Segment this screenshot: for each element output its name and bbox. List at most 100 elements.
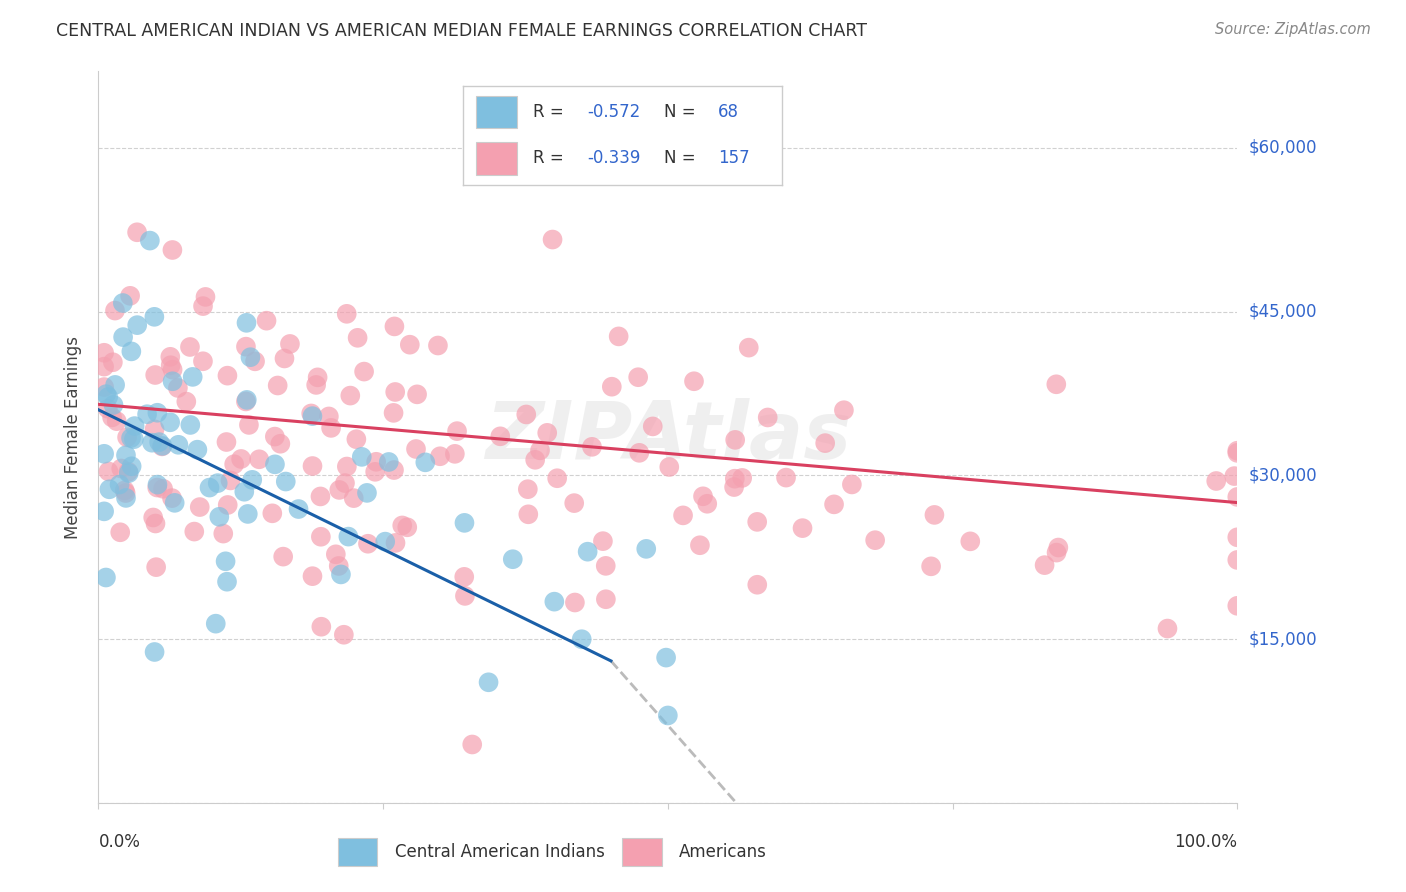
- Point: [274, 475, 297, 489]
- Point: [446, 424, 468, 438]
- Point: [120, 431, 142, 445]
- Point: [696, 497, 718, 511]
- Point: [536, 425, 558, 440]
- Point: [93, 504, 115, 518]
- Point: [924, 508, 946, 522]
- Point: [181, 370, 204, 384]
- Point: [240, 473, 263, 487]
- Point: [188, 500, 211, 514]
- Point: [93, 345, 115, 359]
- Point: [94, 570, 117, 584]
- Point: [146, 406, 169, 420]
- Point: [1045, 546, 1067, 560]
- Point: [124, 419, 146, 434]
- Point: [146, 481, 169, 495]
- Text: CENTRAL AMERICAN INDIAN VS AMERICAN MEDIAN FEMALE EARNINGS CORRELATION CHART: CENTRAL AMERICAN INDIAN VS AMERICAN MEDI…: [56, 22, 868, 40]
- Point: [515, 408, 537, 422]
- Point: [356, 486, 378, 500]
- Point: [143, 310, 166, 324]
- Point: [307, 370, 329, 384]
- Point: [198, 481, 221, 495]
- Point: [122, 432, 145, 446]
- Point: [562, 496, 585, 510]
- Point: [628, 446, 651, 460]
- Point: [502, 552, 524, 566]
- Point: [167, 438, 190, 452]
- Point: [832, 403, 855, 417]
- Point: [374, 534, 396, 549]
- Point: [792, 521, 814, 535]
- Point: [516, 482, 538, 496]
- Point: [191, 354, 214, 368]
- Point: [262, 506, 284, 520]
- Point: [179, 417, 201, 432]
- Point: [110, 461, 132, 475]
- Point: [183, 524, 205, 539]
- Point: [405, 442, 427, 456]
- Point: [299, 407, 322, 421]
- Point: [309, 490, 332, 504]
- Point: [94, 387, 117, 401]
- Text: $15,000: $15,000: [1249, 630, 1317, 648]
- Point: [595, 592, 617, 607]
- Point: [104, 378, 127, 392]
- Point: [179, 340, 201, 354]
- Point: [105, 414, 128, 428]
- Point: [98, 483, 121, 497]
- Point: [127, 318, 149, 332]
- Point: [655, 650, 678, 665]
- Point: [143, 368, 166, 382]
- Point: [162, 374, 184, 388]
- Point: [378, 455, 401, 469]
- Point: [162, 243, 184, 257]
- Point: [339, 388, 361, 402]
- Point: [301, 409, 323, 424]
- Point: [823, 497, 845, 511]
- Text: ZIPAtlas: ZIPAtlas: [485, 398, 851, 476]
- Text: $30,000: $30,000: [1249, 467, 1317, 484]
- Point: [329, 567, 352, 582]
- Point: [111, 296, 134, 310]
- Point: [325, 547, 347, 561]
- Text: 100.0%: 100.0%: [1174, 833, 1237, 851]
- Point: [141, 435, 163, 450]
- Point: [263, 429, 285, 443]
- Point: [814, 436, 837, 450]
- Point: [120, 289, 142, 303]
- Point: [595, 558, 617, 573]
- Point: [1205, 474, 1227, 488]
- Point: [541, 233, 564, 247]
- Point: [150, 439, 173, 453]
- Point: [384, 536, 406, 550]
- Point: [581, 440, 603, 454]
- Point: [863, 533, 886, 548]
- Point: [150, 439, 173, 453]
- Point: [344, 432, 367, 446]
- Point: [186, 442, 208, 457]
- Point: [247, 452, 270, 467]
- Point: [93, 359, 115, 374]
- Point: [775, 470, 797, 484]
- Point: [600, 380, 623, 394]
- Point: [235, 394, 257, 409]
- Point: [657, 708, 679, 723]
- Point: [524, 452, 547, 467]
- Point: [236, 507, 259, 521]
- Point: [146, 477, 169, 491]
- Point: [1226, 443, 1249, 458]
- Point: [444, 447, 467, 461]
- Point: [1045, 377, 1067, 392]
- Point: [93, 380, 115, 394]
- Point: [738, 341, 761, 355]
- Point: [191, 299, 214, 313]
- Point: [176, 394, 198, 409]
- Point: [724, 433, 747, 447]
- Point: [159, 358, 181, 372]
- Point: [333, 476, 356, 491]
- Point: [756, 410, 779, 425]
- Point: [97, 465, 120, 479]
- Point: [143, 422, 166, 436]
- Point: [1226, 553, 1249, 567]
- Point: [194, 290, 217, 304]
- Point: [1226, 490, 1249, 504]
